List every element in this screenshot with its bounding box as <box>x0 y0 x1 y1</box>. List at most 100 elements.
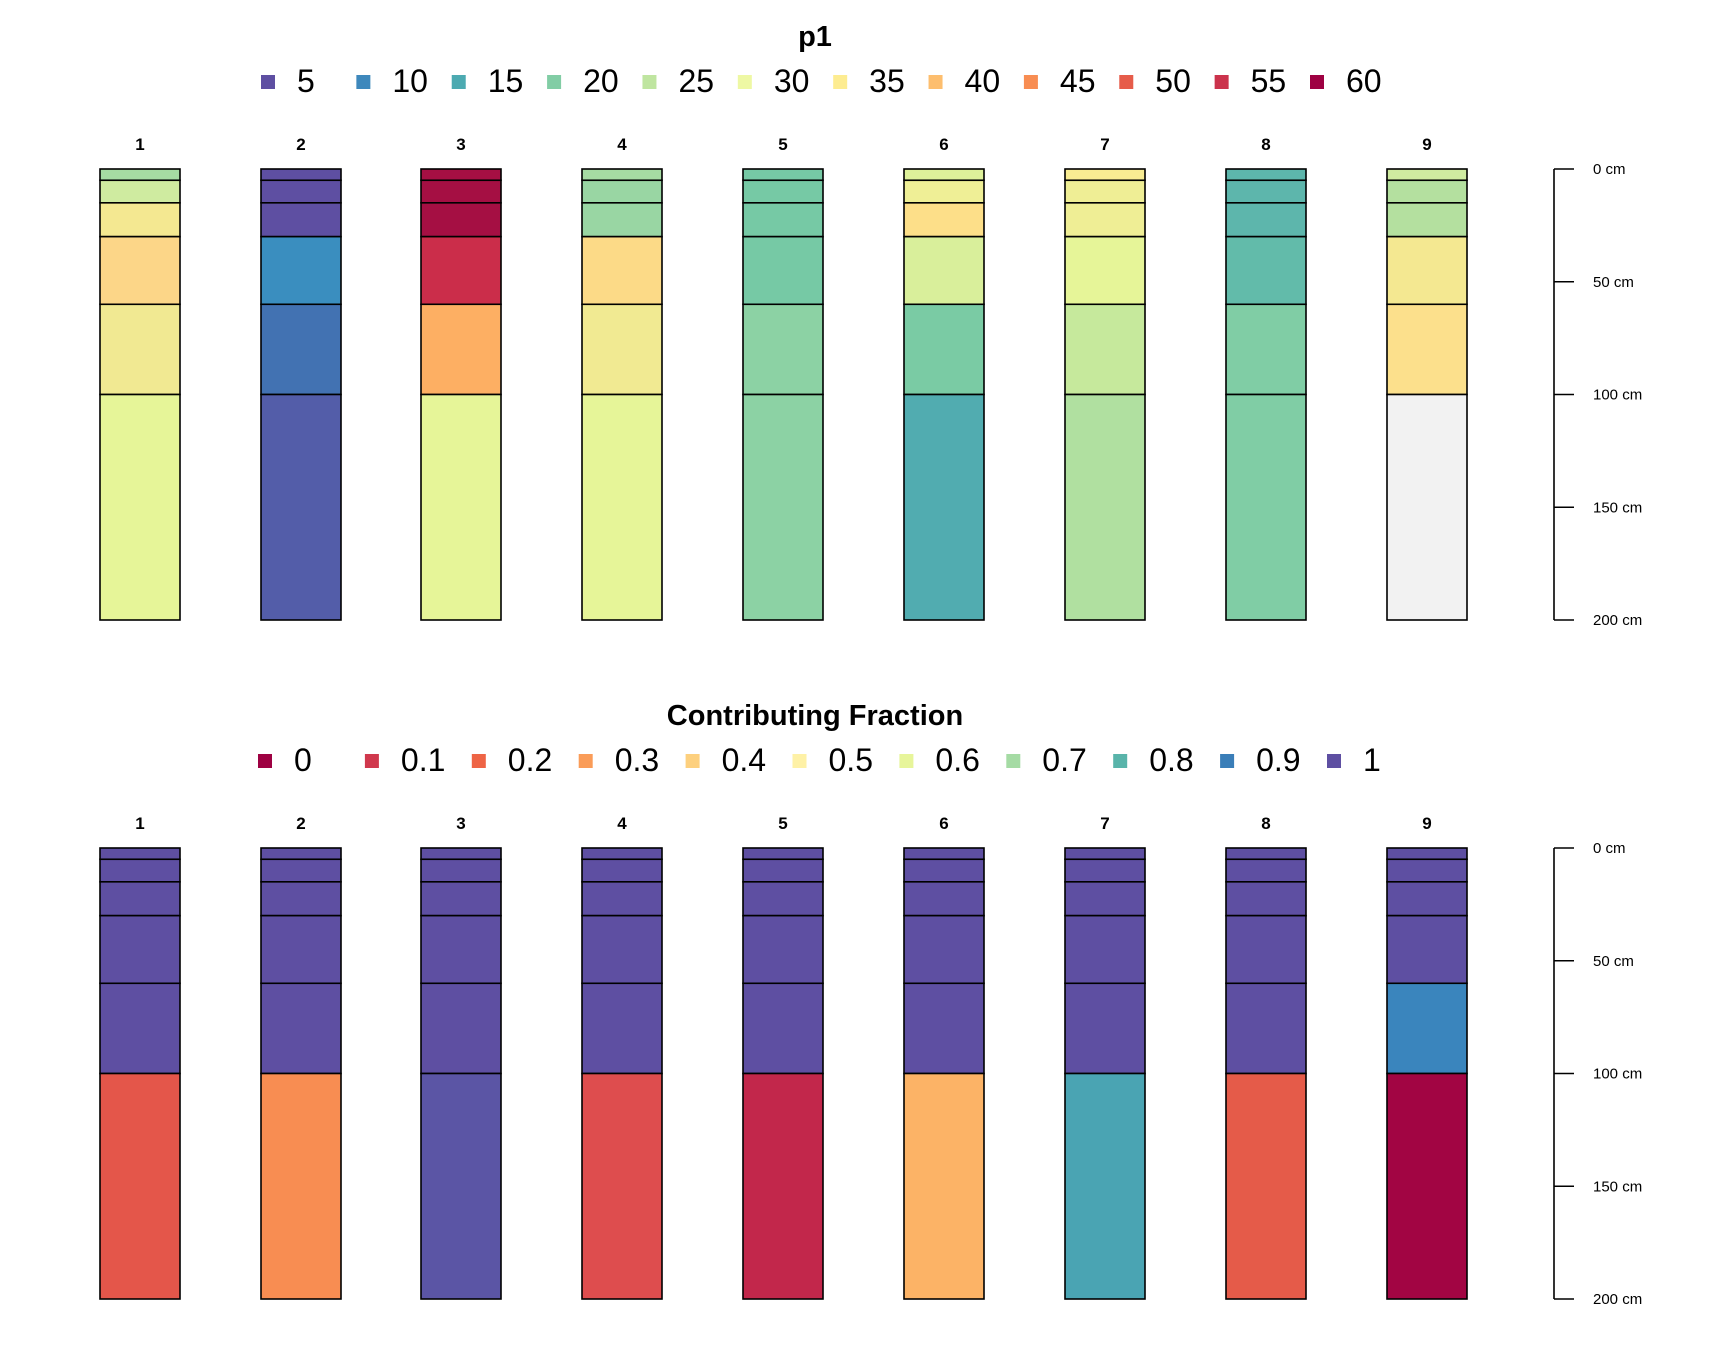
horizon <box>581 303 663 396</box>
horizon <box>903 303 985 396</box>
legend-entry: 15 <box>451 63 523 99</box>
legend-swatch <box>547 75 562 89</box>
profile-id-label: 3 <box>456 135 465 154</box>
horizon <box>420 202 502 238</box>
horizon <box>742 202 824 238</box>
profile-4: 4 <box>581 135 663 621</box>
profile-id-label: 2 <box>296 814 305 833</box>
profile-8: 8 <box>1225 135 1307 621</box>
legend-swatch <box>1006 754 1021 768</box>
horizon <box>1064 179 1146 204</box>
legend-swatch <box>356 75 371 89</box>
chart-title: Contributing Fraction <box>667 700 963 732</box>
profile-2: 2 <box>260 814 342 1300</box>
horizon <box>1225 982 1307 1075</box>
horizon <box>1064 982 1146 1075</box>
legend-swatch <box>261 75 275 89</box>
legend-entry: 40 <box>928 63 1000 99</box>
legend-swatch <box>737 75 752 89</box>
horizon <box>742 179 824 204</box>
horizon <box>903 847 985 861</box>
legend-swatch <box>833 75 848 89</box>
legend-label: 0.4 <box>722 742 766 778</box>
profile-1: 1 <box>99 135 181 621</box>
horizon <box>420 235 502 306</box>
profile-id-label: 8 <box>1261 814 1270 833</box>
horizon <box>1064 202 1146 238</box>
horizon <box>742 982 824 1075</box>
horizon <box>581 179 663 204</box>
legend-swatch <box>258 754 272 768</box>
legend-entry: 0.5 <box>792 742 873 778</box>
horizon <box>742 168 824 182</box>
horizon <box>260 179 342 204</box>
legend-entry: 20 <box>547 63 619 99</box>
profile-1: 1 <box>99 814 181 1300</box>
legend-swatch <box>1220 754 1235 768</box>
depth-axis: 0 cm 50 cm 100 cm 150 cm 200 cm <box>1553 161 1642 629</box>
legend-entry: 0.3 <box>578 742 659 778</box>
horizon <box>260 168 342 182</box>
legend-label: 0.1 <box>401 742 445 778</box>
legend-swatch <box>451 75 466 89</box>
legend-swatch <box>792 754 807 768</box>
depth-tick-label: 200 cm <box>1593 612 1642 629</box>
depth-tick-label: 150 cm <box>1593 499 1642 516</box>
horizon <box>581 914 663 985</box>
horizon <box>99 982 181 1075</box>
legend-entry: 1 <box>1327 742 1381 778</box>
legend-entry: 25 <box>642 63 714 99</box>
depth-tick-label: 200 cm <box>1593 1291 1642 1308</box>
horizon <box>99 393 181 621</box>
horizon <box>903 1072 985 1300</box>
horizon <box>1225 179 1307 204</box>
legend-label: 1 <box>1363 742 1381 778</box>
legend-entry: 0 <box>258 742 312 778</box>
profile-3: 3 <box>420 135 502 621</box>
legend-entry: 55 <box>1214 63 1286 99</box>
horizon <box>420 303 502 396</box>
profile-id-label: 9 <box>1422 135 1431 154</box>
horizon <box>99 202 181 238</box>
horizon <box>742 858 824 883</box>
horizon <box>903 202 985 238</box>
horizon <box>903 914 985 985</box>
horizon <box>581 1072 663 1300</box>
horizon <box>99 235 181 306</box>
horizon <box>1225 847 1307 861</box>
horizon <box>1225 881 1307 917</box>
horizon <box>903 881 985 917</box>
horizon <box>1386 847 1468 861</box>
profile-id-label: 5 <box>778 135 787 154</box>
horizon <box>1386 881 1468 917</box>
horizon <box>1225 202 1307 238</box>
horizon <box>581 235 663 306</box>
legend-entry: 0.2 <box>471 742 552 778</box>
horizon <box>99 168 181 182</box>
profile-id-label: 4 <box>617 814 627 833</box>
profile-9: 9 <box>1386 814 1468 1300</box>
legend-entry: 60 <box>1310 63 1382 99</box>
profile-5: 5 <box>742 814 824 1300</box>
horizon <box>260 235 342 306</box>
horizon <box>742 393 824 621</box>
horizon <box>1225 914 1307 985</box>
horizon <box>420 847 502 861</box>
legend-label: 0 <box>294 742 312 778</box>
legend-label: 0.5 <box>829 742 873 778</box>
horizon <box>903 235 985 306</box>
legend-label: 35 <box>869 63 905 99</box>
horizon <box>903 168 985 182</box>
horizon <box>1225 858 1307 883</box>
horizon <box>260 202 342 238</box>
legend-label: 25 <box>678 63 714 99</box>
horizon <box>1064 168 1146 182</box>
legend-entry: 30 <box>737 63 809 99</box>
horizon <box>742 1072 824 1300</box>
horizon <box>420 168 502 182</box>
horizon <box>260 303 342 396</box>
profile-9: 9 <box>1386 135 1468 621</box>
horizon <box>420 982 502 1075</box>
legend-label: 50 <box>1155 63 1191 99</box>
